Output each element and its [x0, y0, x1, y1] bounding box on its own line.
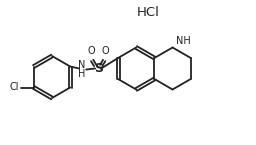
Text: NH: NH: [176, 36, 190, 46]
Text: N
H: N H: [79, 60, 86, 79]
Text: Cl: Cl: [9, 83, 19, 93]
Text: O: O: [101, 47, 109, 57]
Text: O: O: [87, 47, 95, 57]
Text: S: S: [94, 62, 103, 75]
Text: HCl: HCl: [136, 7, 159, 19]
